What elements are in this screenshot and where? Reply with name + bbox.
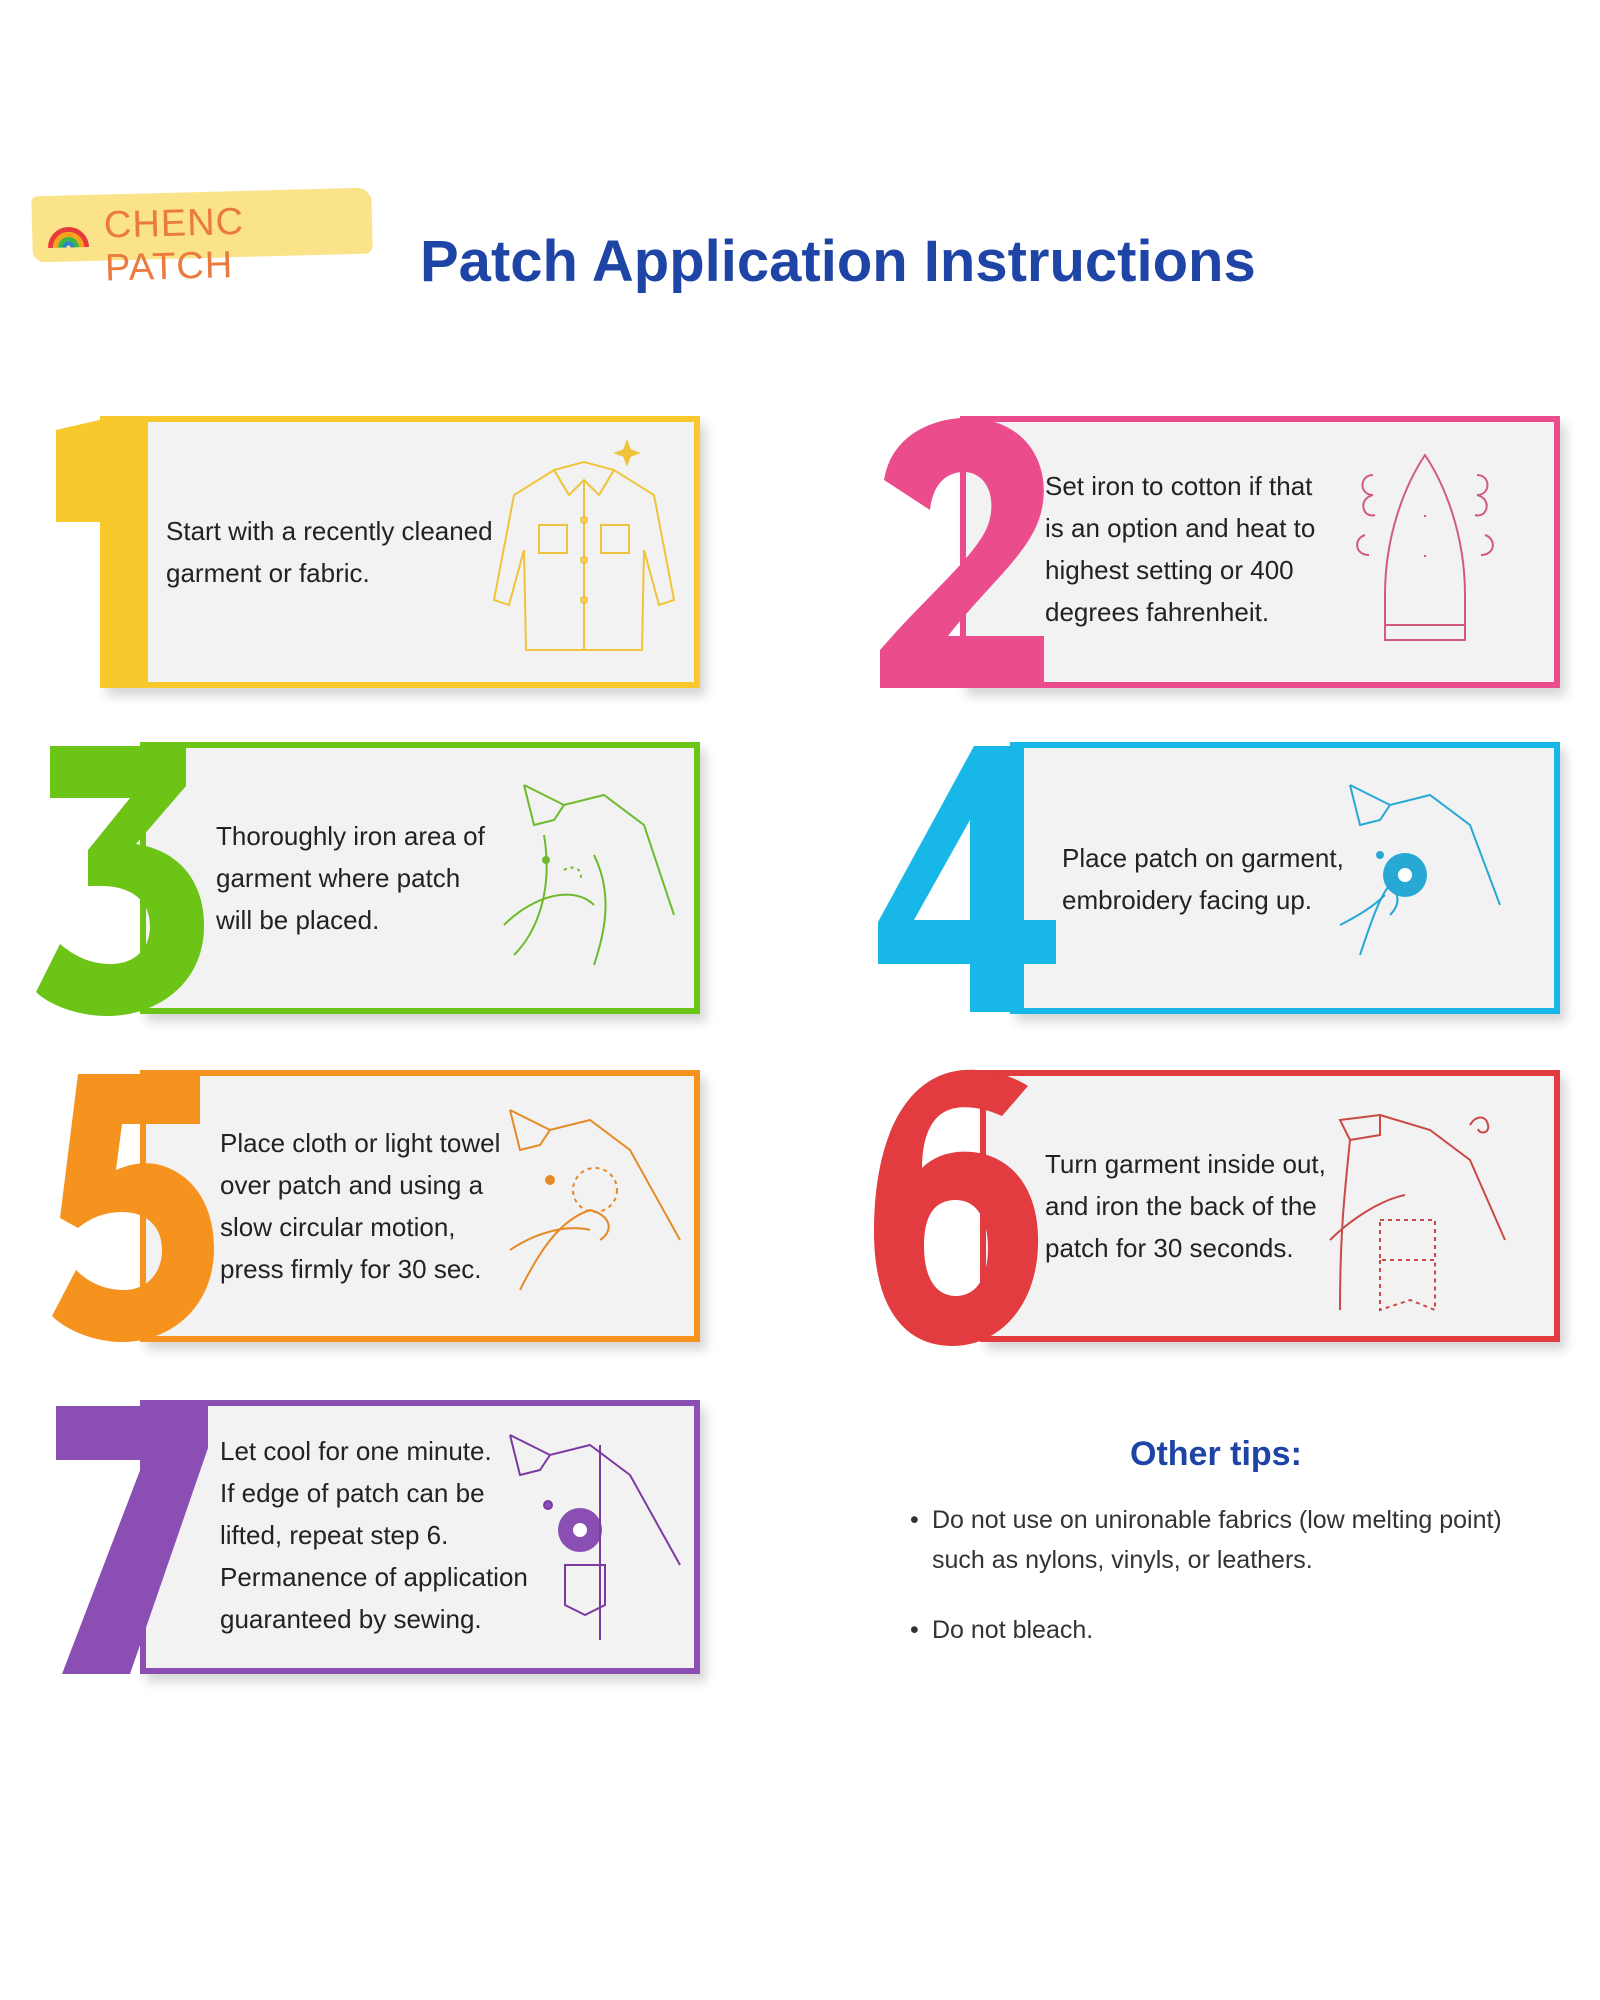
- step-5-number: [52, 1074, 214, 1342]
- iron-icon: [1356, 453, 1494, 641]
- tip-text: Do not use on unironable fabrics (low me…: [932, 1506, 1502, 1574]
- step-2-card: [960, 416, 1560, 688]
- brand-name: CHENC PATCH: [103, 200, 245, 290]
- inside-out-shirt-icon: [1329, 1113, 1506, 1312]
- tips-list: • Do not use on unironable fabrics (low …: [910, 1500, 1510, 1680]
- tip-item: • Do not bleach.: [910, 1610, 1510, 1650]
- step-7-number: [56, 1406, 208, 1674]
- shirt-with-patch-icon: [509, 1434, 681, 1640]
- step-6-card: [980, 1070, 1560, 1342]
- step-3-text: Thoroughly iron area of garment where pa…: [216, 821, 485, 935]
- step-7-text: Let cool for one minute. If edge of patc…: [220, 1436, 528, 1634]
- step-1-number: [56, 418, 148, 688]
- jacket-icon: [492, 439, 676, 651]
- page-title: Patch Application Instructions: [420, 229, 1256, 294]
- step-1-text: Start with a recently cleaned garment or…: [166, 516, 493, 588]
- bullet-icon: •: [910, 1506, 919, 1534]
- pressing-patch-icon: [509, 1109, 681, 1291]
- step-7-card: [140, 1400, 700, 1674]
- step-5-card: [140, 1070, 700, 1342]
- step-2-text: Set iron to cotton if that is an option …: [1045, 471, 1316, 627]
- step-4-text: Place patch on garment, embroidery facin…: [1062, 843, 1344, 915]
- step-6-number: [874, 1069, 1039, 1346]
- step-3-card: [140, 742, 700, 1014]
- bullet-icon: •: [910, 1616, 919, 1644]
- placing-patch-icon: [1339, 784, 1501, 956]
- step-4-number: [878, 746, 1056, 1012]
- tip-item: • Do not use on unironable fabrics (low …: [910, 1500, 1510, 1580]
- tip-text: Do not bleach.: [932, 1616, 1094, 1644]
- step-2-number: [880, 417, 1044, 688]
- rainbow-icon: [48, 227, 90, 249]
- step-6-text: Turn garment inside out, and iron the ba…: [1045, 1149, 1326, 1263]
- step-4-card: [1010, 742, 1560, 1014]
- ironing-shirt-icon: [503, 784, 675, 966]
- step-3-number: [36, 746, 204, 1016]
- tips-heading: Other tips:: [1130, 1435, 1302, 1473]
- step-5-text: Place cloth or light towel over patch an…: [220, 1128, 501, 1284]
- brand-logo: CHENC PATCH: [31, 187, 373, 290]
